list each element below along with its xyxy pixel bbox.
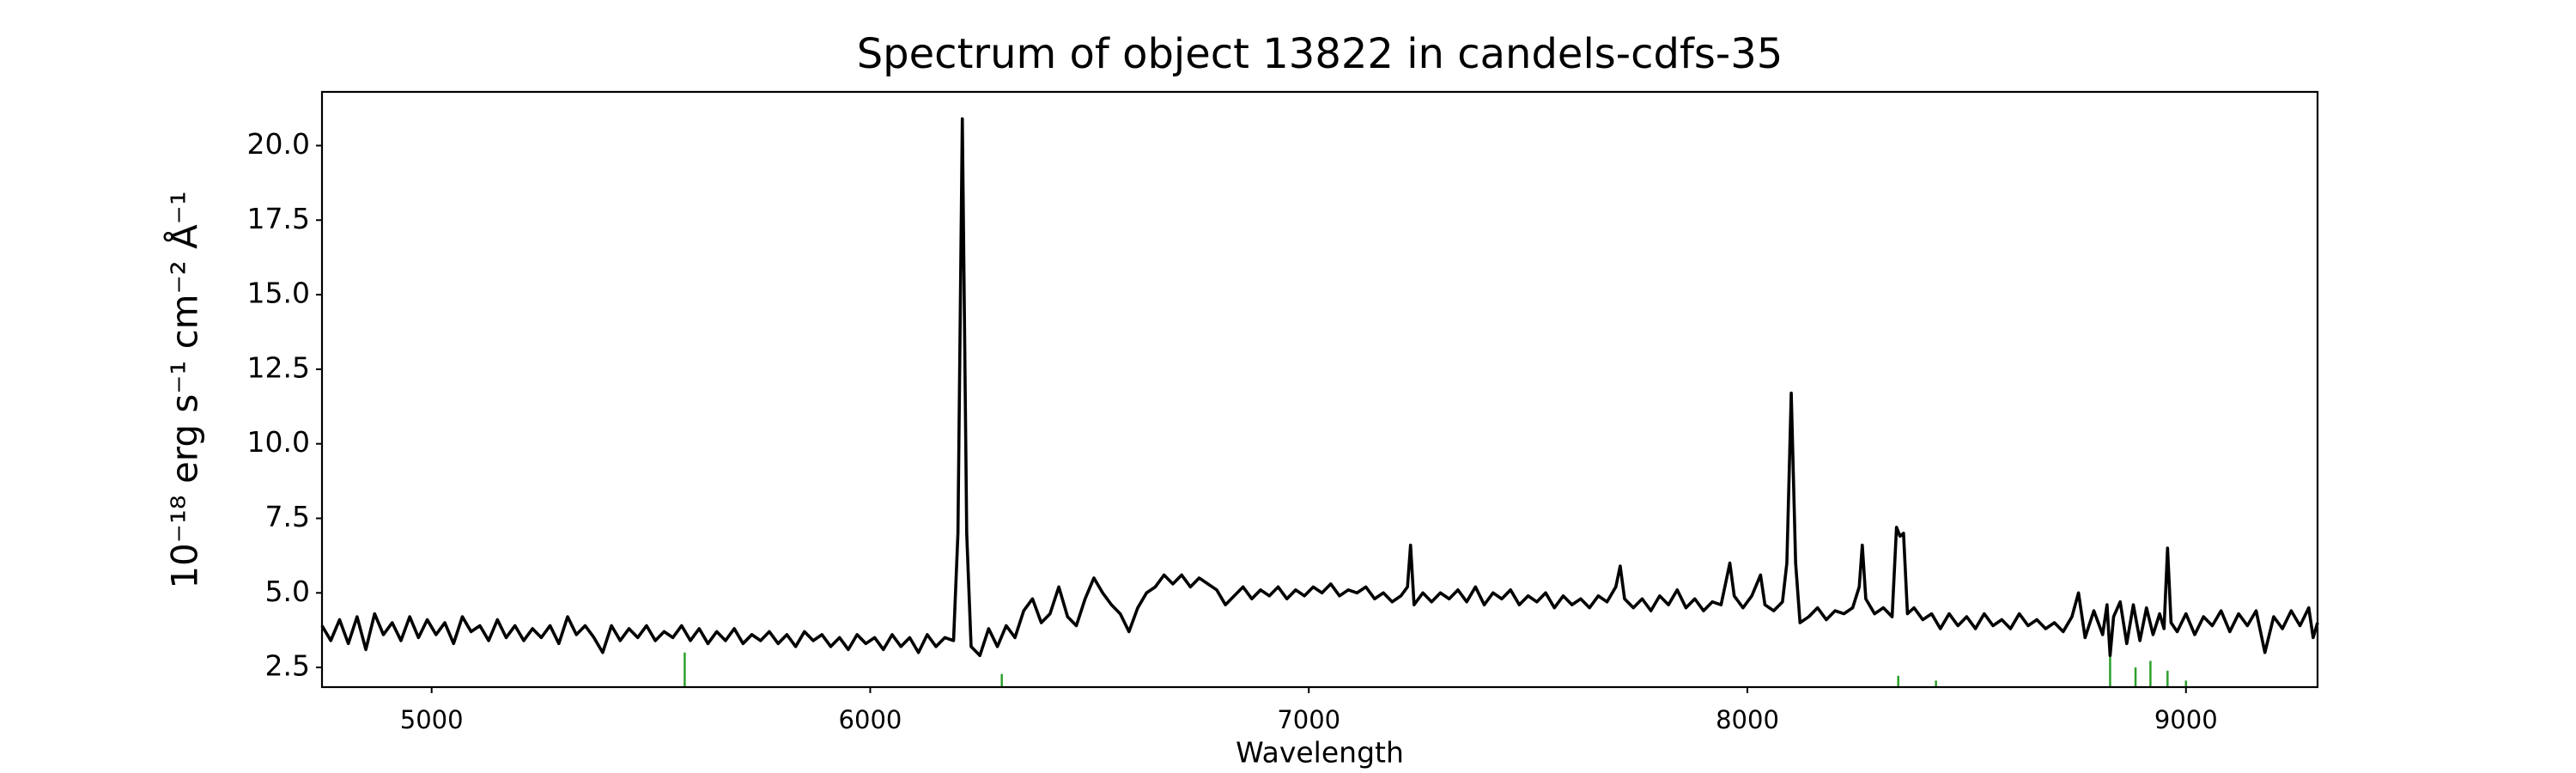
y-tick-label: 5.0 — [265, 575, 310, 608]
y-tick-label: 15.0 — [247, 277, 310, 310]
y-tick-label: 2.5 — [265, 649, 310, 683]
y-tick-label: 17.5 — [247, 202, 310, 235]
x-tick-label: 5000 — [400, 705, 464, 734]
y-tick-label: 20.0 — [247, 127, 310, 161]
y-axis-label: 10⁻¹⁸ erg s⁻¹ cm⁻² Å⁻¹ — [163, 191, 206, 588]
chart-title: Spectrum of object 13822 in candels-cdfs… — [857, 30, 1783, 78]
x-tick-label: 8000 — [1716, 705, 1779, 734]
y-tick-label: 10.0 — [247, 425, 310, 459]
x-axis-label: Wavelength — [1236, 736, 1404, 770]
y-tick-label: 12.5 — [247, 350, 310, 384]
x-tick-label: 9000 — [2154, 705, 2218, 734]
plot-frame — [320, 90, 2319, 689]
y-tick-label: 7.5 — [265, 500, 310, 533]
x-tick-label: 7000 — [1277, 705, 1340, 734]
spectrum-line — [320, 117, 2319, 657]
x-tick-label: 6000 — [839, 705, 902, 734]
